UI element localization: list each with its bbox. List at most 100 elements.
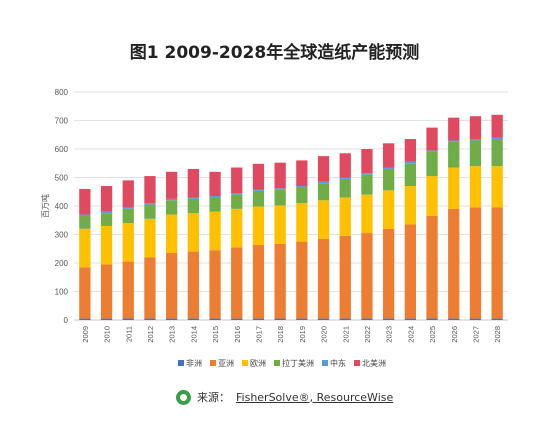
bar-segment bbox=[122, 223, 134, 262]
bar-segment bbox=[209, 196, 221, 198]
bar-segment bbox=[274, 205, 286, 244]
bar-segment bbox=[296, 203, 308, 242]
x-tick-label: 2016 bbox=[233, 326, 242, 343]
bar-segment bbox=[426, 176, 438, 216]
legend-swatch bbox=[354, 360, 360, 366]
bar-segment bbox=[209, 211, 221, 251]
x-tick-label: 2015 bbox=[211, 326, 220, 343]
bar-segment bbox=[122, 207, 134, 209]
bar-segment bbox=[448, 140, 460, 142]
bar-segment bbox=[448, 167, 460, 209]
source-line: 来源： FisherSolve®, ResourceWise bbox=[176, 387, 393, 407]
bar-segment bbox=[252, 318, 265, 320]
bar-segment bbox=[166, 253, 178, 319]
bar-segment bbox=[383, 228, 395, 319]
x-tick-label: 2026 bbox=[450, 326, 459, 343]
bar-segment bbox=[296, 160, 308, 187]
bar-segment bbox=[187, 197, 199, 199]
bar-segment bbox=[231, 194, 243, 209]
bar-segment bbox=[426, 151, 438, 177]
bar-segment bbox=[469, 139, 482, 141]
bar-segment bbox=[469, 116, 482, 140]
bar-segment bbox=[317, 238, 330, 319]
bar-segment bbox=[274, 318, 286, 320]
bar-segment bbox=[383, 167, 395, 169]
x-tick-label: 2028 bbox=[493, 326, 502, 343]
bar-segment bbox=[491, 318, 503, 320]
bar-segment bbox=[252, 190, 265, 207]
legend-label: 亚洲 bbox=[218, 359, 234, 368]
bar-segment bbox=[448, 117, 460, 141]
bar-segment bbox=[404, 161, 416, 164]
bar-segment bbox=[339, 153, 351, 178]
y-tick-label: 600 bbox=[55, 145, 69, 154]
x-tick-label: 2025 bbox=[428, 326, 437, 343]
bar-segment bbox=[296, 187, 308, 204]
legend-label: 中东 bbox=[330, 358, 346, 368]
bar-segment bbox=[274, 189, 286, 206]
bar-segment bbox=[79, 215, 91, 229]
bar-segment bbox=[361, 173, 373, 175]
y-tick-label: 400 bbox=[55, 202, 69, 211]
y-tick-label: 700 bbox=[55, 117, 69, 126]
x-tick-label: 2012 bbox=[146, 326, 155, 343]
bar-segment bbox=[209, 171, 221, 197]
bar-segment bbox=[426, 150, 438, 152]
legend: 非洲 亚洲 欧洲 拉丁美洲 中东 北美洲 bbox=[178, 358, 386, 368]
bar-segment bbox=[448, 318, 460, 320]
bar-segment bbox=[361, 194, 373, 234]
bar-segment bbox=[404, 163, 416, 187]
bar-segment bbox=[166, 318, 178, 320]
bar-segment bbox=[144, 203, 156, 205]
y-tick-label: 200 bbox=[55, 259, 69, 268]
y-axis-label: 百万吨 bbox=[40, 194, 50, 218]
bar-segment bbox=[122, 208, 134, 224]
bar-segment bbox=[252, 206, 265, 246]
bar-segment bbox=[122, 318, 134, 320]
x-tick-label: 2020 bbox=[320, 326, 329, 343]
bar-segment bbox=[383, 318, 395, 320]
legend-swatch bbox=[178, 360, 184, 366]
bar-segment bbox=[361, 174, 373, 195]
legend-swatch bbox=[242, 360, 248, 366]
bar-segment bbox=[317, 318, 330, 320]
bar-segment bbox=[209, 197, 221, 212]
bar-segment bbox=[166, 214, 178, 254]
bar-segment bbox=[296, 186, 308, 188]
bar-segment bbox=[383, 168, 395, 191]
bar-segment bbox=[252, 189, 265, 191]
bar-segment bbox=[231, 247, 243, 319]
bar-segment bbox=[231, 193, 243, 195]
source-link[interactable]: FisherSolve®, ResourceWise bbox=[236, 390, 394, 404]
bar-segment bbox=[231, 208, 243, 248]
bar-segment bbox=[100, 225, 113, 265]
bar-segment bbox=[404, 139, 416, 162]
bar-segment bbox=[187, 318, 199, 320]
bar-segment bbox=[100, 211, 113, 214]
legend-label: 非洲 bbox=[186, 358, 202, 368]
bar-segment bbox=[252, 163, 265, 190]
bar-segment bbox=[79, 318, 91, 320]
bar-segment bbox=[79, 267, 91, 319]
bar-segment bbox=[469, 318, 482, 320]
gridlines bbox=[74, 91, 508, 321]
bar-segment bbox=[491, 139, 503, 167]
bar-segment bbox=[317, 200, 330, 239]
y-tick-label: 0 bbox=[64, 316, 69, 325]
x-tick-label: 2027 bbox=[471, 326, 480, 343]
x-tick-label: 2017 bbox=[254, 326, 263, 343]
legend-swatch bbox=[274, 360, 280, 366]
bar-segment bbox=[274, 188, 286, 190]
bar-segment bbox=[79, 214, 91, 216]
x-tick-label: 2024 bbox=[406, 326, 415, 343]
bar-segment bbox=[122, 180, 134, 208]
bar-segment bbox=[79, 188, 91, 215]
x-tick-label: 2011 bbox=[124, 326, 133, 342]
bar-segment bbox=[469, 140, 482, 167]
bar-segment bbox=[361, 233, 373, 319]
bar-segment bbox=[426, 127, 438, 151]
bar-segment bbox=[448, 141, 460, 168]
bar-segment bbox=[231, 318, 243, 320]
bar-segment bbox=[100, 186, 113, 212]
